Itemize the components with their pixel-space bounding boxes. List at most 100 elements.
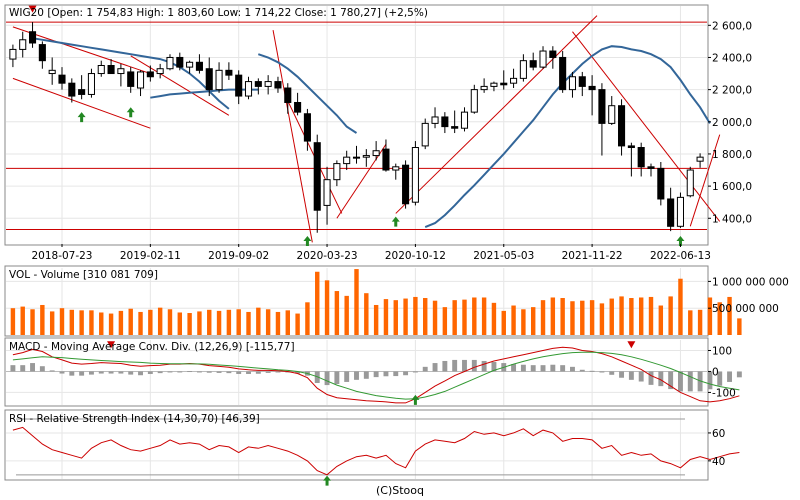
volume-bar bbox=[354, 269, 359, 335]
candle bbox=[568, 71, 577, 98]
macd-histogram-bar bbox=[570, 366, 575, 372]
volume-bar bbox=[49, 311, 55, 335]
price-y-tick-label: 1 600,0 bbox=[712, 181, 752, 193]
candle bbox=[470, 84, 478, 114]
volume-bar bbox=[324, 280, 330, 335]
candle-body bbox=[549, 50, 557, 58]
candle bbox=[117, 63, 125, 87]
volume-bar bbox=[668, 296, 673, 335]
volume-bar bbox=[89, 310, 94, 335]
volume-bar bbox=[432, 300, 438, 335]
candle-body bbox=[333, 163, 341, 181]
macd-histogram-bar bbox=[324, 371, 330, 386]
candle-body bbox=[352, 156, 361, 159]
macd-histogram-bar bbox=[403, 371, 409, 376]
price-x-tick-label: 2020-03-23 bbox=[297, 250, 358, 262]
rsi-levels bbox=[16, 418, 685, 476]
volume-bar bbox=[393, 300, 398, 335]
candle bbox=[9, 44, 17, 68]
macd-histogram-bar bbox=[579, 369, 585, 372]
sma-segment bbox=[32, 37, 230, 110]
volume-bar bbox=[118, 310, 124, 335]
macd-histogram-bar bbox=[49, 370, 55, 372]
volume-bar bbox=[638, 297, 644, 335]
trend-line bbox=[12, 77, 151, 129]
macd-histogram-bar bbox=[373, 371, 379, 378]
macd-histogram-bar bbox=[138, 371, 143, 376]
volume-bar bbox=[629, 298, 634, 335]
macd-histogram-bar bbox=[255, 371, 261, 374]
candle-body bbox=[460, 111, 469, 129]
candle-body bbox=[264, 81, 272, 87]
price-y-tick-label: 2 400,0 bbox=[712, 52, 752, 64]
candle-body bbox=[107, 65, 115, 75]
macd-histogram-bar bbox=[108, 371, 114, 374]
volume-bar bbox=[305, 302, 310, 335]
candle-body bbox=[78, 89, 86, 95]
volume-bar bbox=[472, 297, 477, 335]
price-sma-line bbox=[32, 37, 711, 229]
volume-bar bbox=[69, 309, 75, 335]
rsi-y-tick-label: 60 bbox=[712, 428, 725, 440]
candle bbox=[313, 134, 321, 233]
price-buy-arrow bbox=[126, 107, 135, 118]
volume-legend: VOL - Volume [310 081 709] bbox=[9, 269, 158, 281]
candle-body bbox=[28, 31, 37, 44]
volume-bar bbox=[697, 309, 703, 335]
candle bbox=[186, 60, 194, 74]
macd-histogram-bar bbox=[265, 371, 271, 373]
candle bbox=[529, 52, 537, 71]
macd-histogram-bar bbox=[648, 371, 654, 385]
macd-histogram-bar bbox=[658, 371, 664, 387]
price-panel-frame bbox=[4, 4, 709, 246]
candle-body bbox=[127, 71, 135, 87]
candle bbox=[657, 161, 665, 206]
candle bbox=[608, 96, 616, 125]
macd-sell-arrow bbox=[107, 341, 116, 349]
volume-bar bbox=[59, 308, 65, 335]
trend-line bbox=[689, 134, 721, 227]
volume-bar bbox=[423, 298, 428, 335]
rsi-panel: 40 60 RSI - Relative Strength Index (14,3… bbox=[4, 409, 740, 486]
macd-histogram-bar bbox=[462, 359, 467, 372]
candle bbox=[28, 22, 37, 48]
price-y-tick-label: 2 600,0 bbox=[712, 20, 752, 32]
macd-histogram-bar bbox=[177, 371, 183, 373]
volume-bar bbox=[658, 305, 664, 335]
macd-histogram-bar bbox=[668, 371, 674, 390]
candle bbox=[166, 54, 174, 71]
candle-body bbox=[372, 150, 380, 157]
candle bbox=[87, 68, 95, 98]
macd-histogram-bar bbox=[422, 366, 428, 372]
candle-body bbox=[156, 68, 164, 75]
macd-line bbox=[12, 346, 740, 404]
volume-bar bbox=[30, 309, 35, 335]
volume-bar bbox=[236, 309, 241, 335]
candle-body bbox=[519, 60, 527, 79]
price-x-axis: 2018-07-23 2019-02-11 2019-09-02 2020-03-23… bbox=[31, 244, 711, 262]
volume-bar bbox=[157, 307, 163, 335]
macd-histogram-bar bbox=[344, 371, 350, 382]
trend-line bbox=[336, 144, 387, 219]
price-x-tick-label: 2020-10-12 bbox=[385, 250, 446, 262]
volume-bar bbox=[442, 307, 448, 335]
macd-buy-arrow-shape bbox=[411, 394, 420, 405]
price-x-tick-label: 2021-05-03 bbox=[473, 250, 534, 262]
volume-bar bbox=[197, 311, 202, 335]
candle bbox=[68, 78, 76, 103]
volume-bar bbox=[40, 304, 45, 335]
candle bbox=[441, 112, 449, 134]
candle-body bbox=[166, 56, 174, 70]
candle-body bbox=[48, 69, 56, 75]
macd-histogram-bar bbox=[707, 371, 713, 390]
volume-bar bbox=[707, 297, 713, 335]
candle-body bbox=[303, 113, 311, 142]
candle-body bbox=[195, 61, 203, 71]
candle-body bbox=[58, 74, 66, 84]
volume-bar bbox=[648, 296, 654, 335]
candle-body bbox=[578, 76, 586, 87]
macd-histogram-bar bbox=[69, 371, 75, 376]
volume-bar bbox=[148, 309, 153, 335]
macd-histogram-bar bbox=[196, 371, 202, 373]
